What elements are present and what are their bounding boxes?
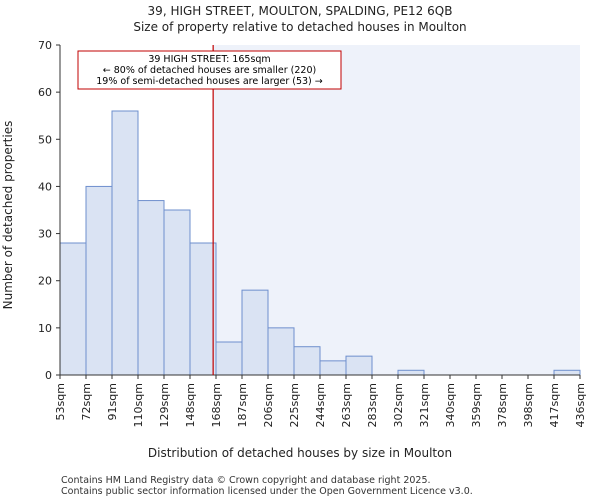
chart-title-line2: Size of property relative to detached ho… — [133, 20, 466, 34]
histogram-bar — [85, 185, 113, 376]
y-tick-label: 40 — [38, 180, 52, 193]
histogram-bar — [319, 360, 347, 376]
y-tick-label: 50 — [38, 133, 52, 146]
x-tick-label: 321sqm — [418, 383, 431, 427]
x-tick-label: 244sqm — [314, 383, 327, 427]
histogram-bar — [397, 369, 425, 376]
x-tick-label: 72sqm — [80, 383, 93, 420]
x-tick-label: 129sqm — [158, 383, 171, 427]
x-tick-label: 168sqm — [210, 383, 223, 427]
x-tick-label: 110sqm — [132, 383, 145, 427]
histogram-bar — [345, 355, 373, 376]
y-axis-label: Number of detached properties — [1, 121, 15, 310]
y-tick-label: 70 — [38, 39, 52, 52]
x-axis-label: Distribution of detached houses by size … — [148, 446, 452, 460]
histogram-bar — [241, 289, 269, 376]
annotation-line3: 19% of semi-detached houses are larger (… — [96, 76, 323, 87]
x-tick-label: 206sqm — [262, 383, 275, 427]
histogram-bar — [137, 200, 165, 376]
y-tick-label: 30 — [38, 228, 52, 241]
y-tick-label: 20 — [38, 275, 52, 288]
annotation-box — [77, 50, 342, 90]
chart-title-line1: 39, HIGH STREET, MOULTON, SPALDING, PE12… — [148, 4, 453, 18]
histogram-bar — [267, 327, 295, 376]
x-tick-label: 340sqm — [444, 383, 457, 427]
y-tick-label: 10 — [38, 322, 52, 335]
footer-line2: Contains public sector information licen… — [61, 486, 473, 497]
histogram-bar — [553, 369, 581, 376]
x-tick-label: 359sqm — [470, 383, 483, 427]
y-tick-label: 60 — [38, 86, 52, 99]
x-tick-label: 283sqm — [366, 383, 379, 427]
histogram-bar — [59, 242, 87, 376]
x-tick-label: 398sqm — [522, 383, 535, 427]
x-tick-label: 225sqm — [288, 383, 301, 427]
plot-area: 0 10 20 30 40 50 60 70 53sqm 72sqm 91sqm 110sqm 129s… — [38, 39, 587, 427]
x-tick-label: 187sqm — [236, 383, 249, 427]
x-tick-label: 263sqm — [340, 383, 353, 427]
x-tick-label: 148sqm — [184, 383, 197, 427]
x-tick-label: 53sqm — [54, 383, 67, 420]
histogram-bar — [163, 209, 191, 376]
histogram-bar — [215, 341, 243, 376]
x-tick-label: 302sqm — [392, 383, 405, 427]
x-tick-label: 378sqm — [496, 383, 509, 427]
x-tick-label: 417sqm — [548, 383, 561, 427]
footer-line1: Contains HM Land Registry data © Crown c… — [61, 475, 431, 486]
annotation-line2: ← 80% of detached houses are smaller (22… — [103, 65, 316, 76]
x-tick-label: 91sqm — [106, 383, 119, 420]
larger-region-shade — [213, 45, 580, 375]
histogram-bar — [293, 346, 321, 376]
annotation-line1: 39 HIGH STREET: 165sqm — [148, 54, 270, 65]
y-tick-label: 0 — [45, 369, 52, 382]
x-tick-label: 436sqm — [574, 383, 587, 427]
histogram-bar — [111, 110, 139, 376]
histogram-bar — [189, 242, 217, 376]
